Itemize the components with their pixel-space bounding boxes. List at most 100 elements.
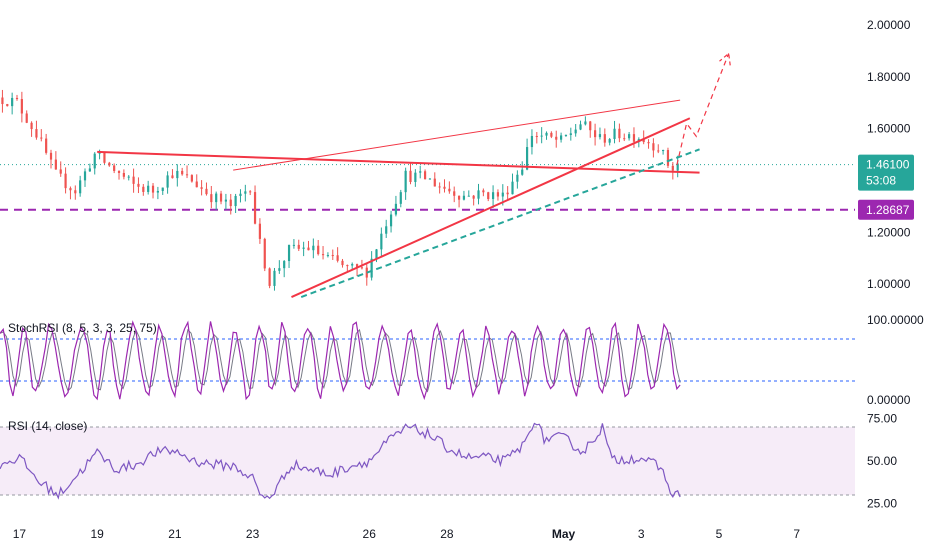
candle-body <box>370 258 373 278</box>
candle-body <box>6 104 9 107</box>
candle-body <box>302 247 305 249</box>
date-axis[interactable]: 17 19 21 23 26 28 May 3 5 7 <box>13 527 801 541</box>
candle-body <box>521 169 524 175</box>
candle-body <box>453 191 456 196</box>
candle-body <box>642 139 645 143</box>
candle-body <box>443 186 446 189</box>
candle-body <box>647 142 650 144</box>
candle-body <box>666 149 670 166</box>
date-tick-label: 17 <box>13 527 27 541</box>
trendlines[interactable] <box>97 99 700 298</box>
candle-body <box>190 175 193 182</box>
candle-body <box>355 264 359 268</box>
date-tick-label: 23 <box>246 527 260 541</box>
candle-body <box>501 192 504 197</box>
candle-body <box>472 195 475 199</box>
candle-body <box>516 174 519 182</box>
candle-body <box>462 195 466 200</box>
candle-body <box>215 193 218 203</box>
candle-body <box>147 185 150 192</box>
candle-body <box>671 165 674 171</box>
price-pane[interactable] <box>0 52 855 298</box>
candle-body <box>394 203 398 215</box>
candle-body <box>20 99 23 114</box>
candle-body <box>652 143 655 151</box>
candle-body <box>564 134 568 136</box>
date-tick-label: 5 <box>716 527 723 541</box>
candle-body <box>263 238 266 269</box>
candle-body <box>360 267 364 269</box>
candle-body <box>142 186 145 192</box>
support-price-tag: 1.28687 <box>858 199 914 220</box>
candle-body <box>117 170 121 173</box>
candle-body <box>380 233 383 250</box>
rsi-label: RSI (14, close) <box>8 419 87 433</box>
candle-body <box>375 249 378 259</box>
candle-body <box>448 188 451 192</box>
candle-body <box>419 171 422 173</box>
candle-body <box>467 195 470 197</box>
candle-body <box>623 138 626 140</box>
candle-body <box>628 134 631 139</box>
candle-body <box>477 190 480 199</box>
date-tick-label: 19 <box>90 527 104 541</box>
candle-body <box>239 193 242 196</box>
candle-body <box>88 168 91 172</box>
candle-body <box>589 121 592 131</box>
candle-body <box>593 130 597 138</box>
candle-body <box>438 186 441 188</box>
candle-body <box>79 180 82 194</box>
rsi-tick-label: 50.00 <box>867 454 897 468</box>
projection-arrow-path[interactable] <box>676 53 730 166</box>
candle-body <box>292 244 296 246</box>
candle-body <box>545 132 548 136</box>
candle-body <box>365 267 368 278</box>
candle-body <box>185 174 189 176</box>
candle-body <box>530 135 534 148</box>
stoch-rsi-pane[interactable]: StochRSI (8, 5, 3, 3, 25, 75) <box>0 320 855 401</box>
price-tick-label: 1.20000 <box>867 225 911 239</box>
date-tick-label: 26 <box>363 527 377 541</box>
trendline-descending-resistance[interactable] <box>97 150 700 174</box>
candle-body <box>224 199 227 202</box>
candle-body <box>559 135 563 140</box>
candle-body <box>608 139 611 143</box>
candle-body <box>40 137 43 139</box>
candle-body <box>122 172 125 177</box>
candle-body <box>662 149 665 152</box>
candle-body <box>278 268 281 271</box>
candle-body <box>35 129 38 138</box>
candle-body <box>550 132 553 137</box>
rsi-line <box>0 422 681 500</box>
candle-body <box>54 159 57 170</box>
candle-body <box>200 187 203 189</box>
price-axis[interactable]: 2.000001.800001.600001.400001.200001.000… <box>867 18 911 291</box>
trendline-dashed-support[interactable] <box>300 148 700 298</box>
rsi-pane[interactable]: RSI (14, close) <box>0 419 855 500</box>
candle-body <box>59 169 62 174</box>
candle-body <box>229 199 232 207</box>
candle-body <box>317 245 320 255</box>
candle-body <box>234 195 237 207</box>
candle-body <box>273 270 276 286</box>
trendline-wedge-lower[interactable] <box>291 117 691 298</box>
candle-body <box>496 192 500 197</box>
bar-countdown: 53:08 <box>866 174 896 188</box>
candle-body <box>113 165 116 171</box>
price-tick-label: 1.60000 <box>867 122 911 136</box>
candle-body <box>258 223 262 239</box>
candle-body <box>98 152 101 154</box>
date-tick-label: 28 <box>440 527 454 541</box>
candle-body <box>30 122 33 130</box>
price-tick-label: 1.00000 <box>867 277 911 291</box>
candle-body <box>535 135 538 137</box>
candle-body <box>555 136 558 140</box>
candle-body <box>244 191 247 194</box>
candle-body <box>569 133 572 135</box>
candle-body <box>137 183 140 187</box>
trendline-wedge-upper[interactable] <box>233 99 681 171</box>
date-tick-label: 7 <box>793 527 800 541</box>
candle-body <box>49 152 53 160</box>
rsi-tick-label: 25.00 <box>867 497 897 511</box>
